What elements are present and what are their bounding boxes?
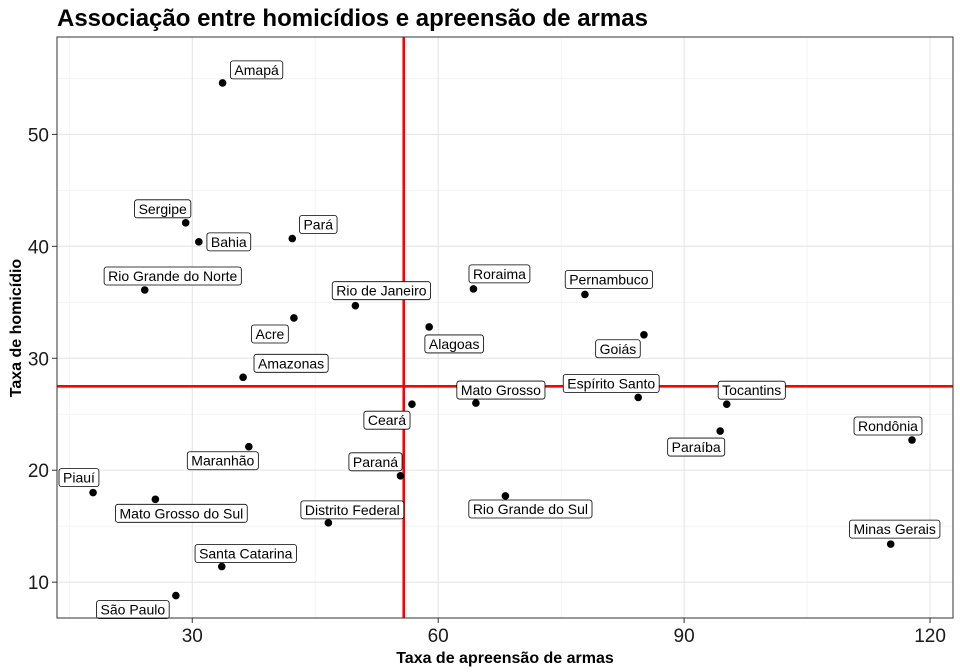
point-label: Ceará (368, 412, 406, 428)
point-label: Alagoas (429, 336, 480, 352)
point-label-box (134, 199, 192, 219)
x-tick-label: 120 (914, 626, 946, 647)
point-label: Santa Catarina (199, 546, 293, 562)
point-label-box (253, 353, 329, 373)
y-tick-label: 40 (28, 237, 49, 258)
point-label-box (562, 374, 660, 393)
point-label: Minas Gerais (853, 521, 935, 537)
point-label-box (853, 416, 923, 436)
point-label: Goiás (600, 341, 637, 357)
data-point (501, 492, 510, 500)
point-label: Maranhão (191, 453, 254, 469)
data-point (217, 562, 226, 571)
point-label: Bahia (211, 234, 247, 250)
point-label-box (186, 451, 259, 471)
panel-background (57, 37, 953, 618)
y-axis-title: Taxa de homicídio (8, 259, 25, 398)
data-point (581, 290, 589, 299)
y-tick-label: 20 (28, 461, 49, 482)
point-label: Piauí (63, 470, 95, 486)
data-point (634, 393, 643, 402)
data-point (218, 79, 227, 87)
point-label-box (456, 380, 546, 400)
data-point (290, 314, 298, 322)
x-axis-title: Taxa de apreensão de armas (396, 650, 614, 667)
point-label-box (468, 499, 593, 519)
data-point (722, 400, 731, 408)
point-label: Rio Grande do Norte (108, 268, 237, 284)
data-point (351, 301, 360, 310)
y-tick-label: 30 (28, 349, 49, 370)
data-point (288, 234, 297, 243)
chart-title: Associação entre homicídios e apreensão … (57, 5, 648, 32)
point-label-box (331, 281, 431, 301)
point-label-box (194, 544, 297, 563)
point-label: Amapá (234, 62, 279, 78)
data-point (408, 400, 416, 408)
data-point (89, 488, 97, 497)
point-label-box (717, 380, 786, 400)
data-point (908, 436, 916, 444)
data-point (472, 399, 480, 407)
point-label-box (424, 334, 484, 354)
data-point (396, 472, 405, 480)
point-label-box (103, 266, 242, 286)
data-point (640, 330, 648, 339)
point-label: Pará (303, 217, 333, 233)
data-point (239, 373, 247, 382)
point-label-box (348, 452, 403, 472)
point-label: Amazonas (258, 355, 324, 371)
point-label: Pernambuco (569, 271, 649, 287)
data-point (140, 286, 149, 294)
point-label-box (363, 410, 411, 430)
point-label-box (115, 503, 248, 523)
point-label: Rio de Janeiro (336, 283, 426, 299)
point-label: Rondônia (858, 418, 918, 434)
point-label: Mato Grosso (461, 382, 541, 398)
y-tick-label: 50 (28, 125, 49, 146)
point-label: Espírito Santo (567, 375, 655, 391)
data-point (324, 519, 333, 527)
point-label-box (299, 215, 338, 234)
data-point (195, 238, 203, 246)
point-label: Distrito Federal (305, 502, 400, 518)
data-point (469, 285, 478, 293)
point-label: Rio Grande do Sul (473, 501, 588, 517)
point-label-box (667, 437, 726, 457)
point-label-box (96, 600, 170, 620)
point-label-box (206, 232, 252, 252)
point-label: Sergipe (139, 201, 187, 217)
data-point (181, 219, 190, 227)
data-point (886, 540, 895, 548)
point-label: Paraná (353, 454, 398, 470)
data-point (716, 427, 724, 435)
data-point (425, 323, 433, 331)
point-label-box (564, 270, 654, 289)
panel-border (56, 36, 954, 619)
point-label: Paraíba (672, 439, 721, 455)
x-tick-label: 30 (182, 626, 203, 647)
y-tick-label: 10 (28, 573, 49, 594)
point-label: Acre (256, 326, 285, 342)
point-label-box (230, 60, 284, 80)
point-label-box (251, 324, 289, 344)
point-label-box (300, 500, 405, 520)
x-tick-label: 90 (674, 626, 695, 647)
label-layer: Amapá Sergipe Bahia Pará Rio Grande do Norte… (58, 60, 941, 620)
x-tick-label: 60 (428, 626, 449, 647)
plot-area: 30 60 90 120 10 20 30 40 50 Amapá Sergipe Bahia Pará… (28, 36, 954, 647)
point-label-box (468, 264, 531, 284)
data-point (151, 495, 160, 504)
point-label: São Paulo (101, 602, 166, 618)
point-label-box (849, 519, 941, 539)
point-label-box (58, 468, 100, 488)
point-label: Roraima (473, 266, 526, 282)
point-label-box (595, 339, 641, 359)
data-point (172, 591, 180, 600)
point-label: Tocantins (722, 382, 781, 398)
point-label: Mato Grosso do Sul (120, 505, 244, 521)
data-point (245, 442, 253, 451)
